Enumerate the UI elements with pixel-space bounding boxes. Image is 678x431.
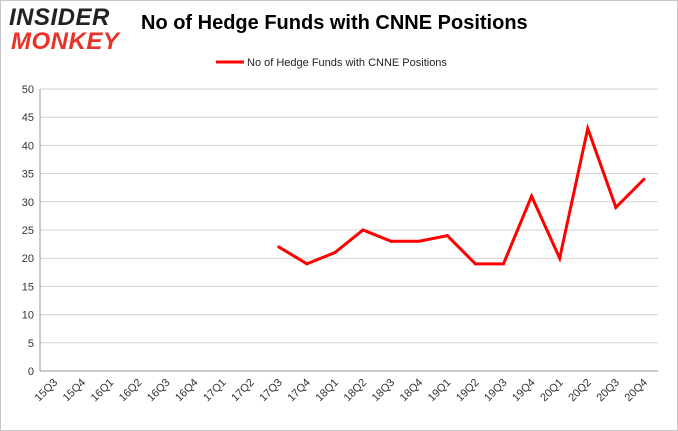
x-tick-label: 20Q4	[623, 377, 651, 405]
x-tick-label: 19Q4	[510, 377, 538, 405]
x-tick-label: 17Q4	[285, 377, 313, 405]
x-tick-label: 20Q2	[566, 377, 594, 405]
x-tick-label: 18Q4	[398, 377, 426, 405]
y-tick-label: 5	[28, 338, 34, 350]
legend-label: No of Hedge Funds with CNNE Positions	[247, 57, 447, 69]
y-tick-label: 25	[22, 225, 34, 237]
x-tick-label: 19Q2	[454, 377, 482, 405]
x-tick-label: 18Q1	[314, 377, 342, 405]
y-tick-label: 50	[22, 84, 34, 96]
data-point	[502, 262, 505, 266]
series-layer	[277, 123, 646, 266]
y-tick-label: 35	[22, 169, 34, 181]
x-tick-label: 18Q3	[370, 377, 398, 405]
data-point	[333, 251, 337, 255]
data-point	[277, 245, 281, 249]
data-point	[530, 194, 534, 198]
insider-monkey-logo: INSIDER MONKEY	[9, 6, 127, 56]
y-tick-label: 15	[22, 281, 34, 293]
logo-line-1: INSIDER	[9, 4, 110, 31]
x-tick-label: 19Q3	[482, 377, 510, 405]
x-tick-label: 17Q2	[229, 377, 257, 405]
data-point	[586, 126, 590, 130]
data-point	[305, 262, 309, 266]
data-point	[614, 205, 618, 209]
data-point	[417, 239, 421, 243]
x-tick-label: 16Q3	[145, 377, 173, 405]
x-axis-ticks: 15Q3 15Q4 16Q1 16Q2 16Q3 16Q4 17Q1 17Q2 17Q3 17Q4…	[33, 377, 650, 405]
x-tick-label: 17Q3	[257, 377, 285, 405]
legend: No of Hedge Funds with CNNE Positions	[216, 57, 447, 69]
y-axis-ticks: 0 5 10 15 20 25 30 35 40 45 50	[22, 84, 34, 378]
x-tick-label: 18Q2	[342, 377, 370, 405]
series-line-0	[277, 123, 646, 266]
data-point	[473, 262, 477, 266]
data-point	[558, 256, 562, 260]
data-point	[445, 234, 449, 238]
data-point	[361, 228, 365, 232]
data-point	[389, 239, 393, 243]
y-tick-label: 40	[22, 140, 34, 152]
x-tick-label: 15Q3	[33, 377, 61, 405]
logo-line-2: MONKEY	[11, 28, 120, 55]
x-tick-label: 19Q1	[426, 377, 454, 405]
x-tick-label: 20Q1	[538, 377, 566, 405]
x-tick-label: 15Q4	[61, 377, 89, 405]
y-tick-label: 20	[22, 253, 34, 265]
y-tick-label: 30	[22, 197, 34, 209]
y-tick-label: 10	[22, 310, 34, 322]
y-tick-label: 45	[22, 112, 34, 124]
x-tick-label: 16Q4	[173, 377, 201, 405]
chart-title: No of Hedge Funds with CNNE Positions	[141, 12, 528, 34]
x-tick-label: 20Q3	[594, 377, 622, 405]
x-tick-label: 16Q2	[117, 377, 145, 405]
grid-lines	[39, 88, 658, 372]
x-tick-label: 16Q1	[89, 377, 117, 405]
x-tick-label: 17Q1	[201, 377, 229, 405]
y-tick-label: 0	[28, 366, 34, 378]
data-point	[642, 177, 646, 181]
